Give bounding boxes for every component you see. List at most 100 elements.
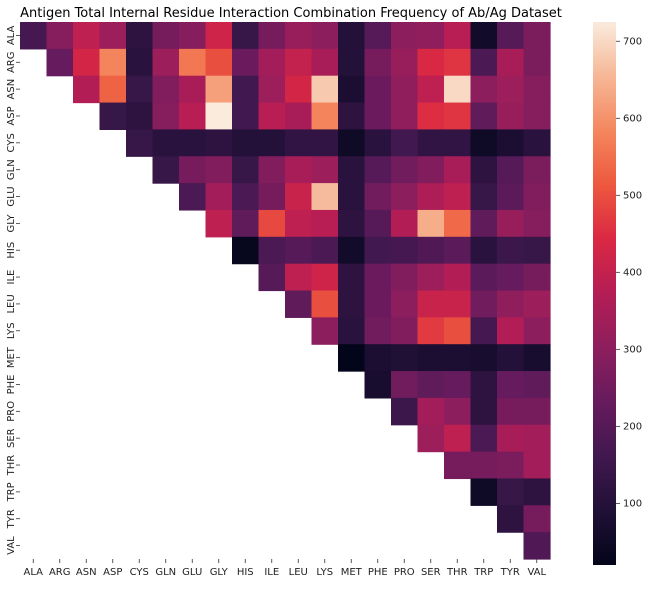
heatmap-cell-arg-gly	[205, 48, 233, 77]
x-tick-label: CYS	[130, 567, 149, 578]
heatmap-cell-gln-trp	[470, 156, 498, 184]
heatmap-cell-gly-ile	[258, 209, 286, 238]
heatmap-cell-ile-met	[338, 263, 366, 292]
x-tick-label: LYS	[316, 567, 333, 578]
heatmap-cell-lys-val	[523, 317, 551, 345]
heatmap-cell-his-thr	[444, 236, 472, 265]
x-tick-label: ILE	[264, 567, 279, 578]
heatmap-cell-glu-phe	[364, 183, 392, 211]
heatmap-cell-asp-pro	[391, 102, 419, 130]
colorbar-tick-label: 600	[623, 113, 642, 124]
heatmap-cell-gln-leu	[285, 156, 313, 184]
heatmap-cell-lys-lys	[311, 317, 339, 345]
heatmap-cell-gln-lys	[311, 156, 339, 184]
heatmap-cell-ala-trp	[470, 22, 498, 50]
y-tick-label: PHE	[6, 375, 17, 395]
heatmap-cell-cys-ser	[417, 129, 445, 157]
x-tick-label: ASP	[103, 567, 122, 578]
y-tick-label: LEU	[6, 294, 17, 313]
x-tick-label: PRO	[394, 567, 415, 578]
heatmap-cell-his-leu	[285, 236, 313, 265]
heatmap-cell-lys-pro	[391, 317, 419, 345]
heatmap-cell-gly-phe	[364, 209, 392, 238]
heatmap-cell-ile-ser	[417, 263, 445, 292]
colorbar-tick-label: 700	[623, 36, 642, 47]
y-tick-label: MET	[6, 346, 17, 368]
heatmap-cell-ala-tyr	[497, 22, 525, 50]
x-axis-ticks: ALA ARG ASN ASP CYS GLN GLU GLY HIS ILE LEU LYS MET P…	[24, 559, 546, 578]
heatmap-cell-gly-trp	[470, 209, 498, 238]
heatmap-cell-lys-thr	[444, 317, 472, 345]
colorbar-tick-label: 100	[623, 498, 642, 509]
heatmap-cell-arg-val	[523, 48, 551, 77]
heatmap-cell-leu-trp	[470, 290, 498, 318]
heatmap-cell-gly-lys	[311, 209, 339, 238]
y-tick-label: TYR	[6, 509, 17, 529]
heatmap-cell-cys-cys	[126, 129, 154, 157]
heatmap-cell-ile-thr	[444, 263, 472, 292]
heatmap-cell-gln-val	[523, 156, 551, 184]
heatmap-cell-asp-lys	[311, 102, 339, 130]
heatmap-cell-cys-phe	[364, 129, 392, 157]
heatmap-cell-gly-gly	[205, 209, 233, 238]
heatmap-cell-ala-his	[232, 22, 260, 50]
y-tick-label: THR	[6, 455, 17, 477]
colorbar-tick-label: 400	[623, 267, 642, 278]
heatmap-cell-asp-phe	[364, 102, 392, 130]
heatmap-cell-arg-gln	[152, 48, 180, 77]
heatmap-cell-cys-gly	[205, 129, 233, 157]
heatmap-cell-met-phe	[364, 344, 392, 372]
heatmap-cell-phe-ser	[417, 371, 445, 399]
heatmap-cell-glu-leu	[285, 183, 313, 211]
heatmap-cell-cys-ile	[258, 129, 286, 157]
heatmap-cell-gln-phe	[364, 156, 392, 184]
heatmap-cell-arg-trp	[470, 48, 498, 77]
heatmap-cell-asp-asp	[99, 102, 127, 130]
heatmap-cell-tyr-val	[523, 505, 551, 533]
heatmap-cell-arg-his	[232, 48, 260, 77]
heatmap-cell-asn-glu	[179, 75, 207, 104]
heatmap-cell-asn-trp	[470, 75, 498, 104]
heatmap-cell-arg-tyr	[497, 48, 525, 77]
x-tick-label: ARG	[49, 567, 71, 578]
heatmap-cell-trp-val	[523, 478, 551, 506]
heatmap-cell-pro-val	[523, 397, 551, 426]
heatmap-cell-leu-pro	[391, 290, 419, 318]
heatmap-cell-ala-gln	[152, 22, 180, 50]
x-tick-label: PHE	[368, 567, 388, 578]
heatmap-cell-leu-tyr	[497, 290, 525, 318]
heatmap-cell-gln-ile	[258, 156, 286, 184]
heatmap-cell-asn-val	[523, 75, 551, 104]
heatmap-cell-asp-val	[523, 102, 551, 130]
colorbar	[593, 22, 616, 565]
heatmap-cell-ile-phe	[364, 263, 392, 292]
heatmap-cell-cys-leu	[285, 129, 313, 157]
x-tick-label: SER	[421, 567, 441, 578]
heatmap-cell-ala-asp	[99, 22, 127, 50]
heatmap-cell-asn-lys	[311, 75, 339, 104]
heatmap-cell-his-met	[338, 236, 366, 265]
heatmap-cell-glu-ile	[258, 183, 286, 211]
heatmap-cell-gln-glu	[179, 156, 207, 184]
x-tick-label: GLY	[210, 567, 229, 578]
heatmap-cell-leu-phe	[364, 290, 392, 318]
heatmap-cell-arg-met	[338, 48, 366, 77]
heatmap-cell-asp-gly	[205, 102, 233, 130]
x-tick-label: GLN	[155, 567, 176, 578]
heatmap-cell-asn-asp	[99, 75, 127, 104]
heatmap-cell-asp-thr	[444, 102, 472, 130]
heatmap-cell-trp-trp	[470, 478, 498, 506]
heatmap-cell-ser-tyr	[497, 424, 525, 453]
heatmap-cell-his-his	[232, 236, 260, 265]
heatmap-cell-gln-tyr	[497, 156, 525, 184]
heatmap-cell-phe-phe	[364, 371, 392, 399]
heatmap-cell-ala-lys	[311, 22, 339, 50]
heatmap-cell-asp-glu	[179, 102, 207, 130]
heatmap-cell-glu-trp	[470, 183, 498, 211]
heatmap-cell-gln-met	[338, 156, 366, 184]
heatmap-cell-asn-ser	[417, 75, 445, 104]
x-tick-label: TRP	[473, 567, 493, 578]
heatmap-cell-trp-tyr	[497, 478, 525, 506]
heatmap-cell-ala-val	[523, 22, 551, 50]
